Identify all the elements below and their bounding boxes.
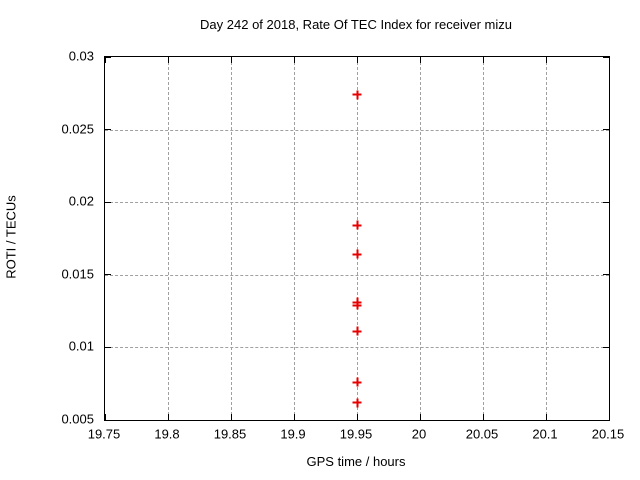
y-tick-label: 0.025: [61, 121, 94, 137]
x-tick-bottom: [545, 414, 547, 420]
x-gridline: [294, 57, 295, 420]
chart-title: Day 242 of 2018, Rate Of TEC Index for r…: [200, 17, 512, 32]
x-tick-bottom: [104, 414, 106, 420]
x-tick-top: [419, 57, 421, 63]
y-tick-left: [105, 274, 111, 276]
x-tick-label: 19.75: [87, 426, 121, 442]
y-tick-right: [603, 419, 609, 421]
plot-area: [104, 56, 610, 421]
y-gridline: [105, 347, 609, 349]
y-gridline: [105, 129, 609, 131]
x-tick-top: [608, 57, 610, 63]
y-tick-label: 0.03: [68, 48, 94, 64]
marker-vbar: [356, 326, 358, 336]
y-gridline: [105, 202, 609, 204]
data-point-marker: [352, 377, 362, 387]
y-tick-right: [603, 346, 609, 348]
x-tick-top: [167, 57, 169, 63]
marker-vbar: [356, 249, 358, 259]
x-tick-label: 20: [411, 426, 427, 442]
x-gridline: [420, 57, 421, 420]
x-tick-label: 20.15: [591, 426, 625, 442]
y-tick-left: [105, 346, 111, 348]
y-tick-label: 0.02: [68, 193, 94, 209]
marker-vbar: [356, 398, 358, 408]
x-gridline: [546, 57, 547, 420]
x-tick-top: [545, 57, 547, 63]
data-point-marker: [352, 300, 362, 310]
y-axis-label: ROTI / TECUs: [3, 195, 19, 279]
x-tick-label: 19.9: [280, 426, 306, 442]
x-gridline: [168, 57, 169, 420]
x-tick-label: 19.95: [339, 426, 373, 442]
x-tick-top: [356, 57, 358, 63]
x-axis-label: GPS time / hours: [306, 454, 406, 469]
x-tick-top: [293, 57, 295, 63]
x-tick-bottom: [230, 414, 232, 420]
y-tick-label: 0.015: [61, 266, 94, 282]
x-tick-label: 19.85: [213, 426, 247, 442]
y-gridline: [105, 274, 609, 276]
x-tick-label: 20.05: [465, 426, 499, 442]
y-tick-left: [105, 129, 111, 131]
x-tick-top: [230, 57, 232, 63]
x-tick-bottom: [167, 414, 169, 420]
marker-vbar: [356, 300, 358, 310]
data-point-marker: [352, 90, 362, 100]
x-tick-label: 19.8: [154, 426, 180, 442]
x-gridline: [357, 57, 358, 420]
data-point-marker: [352, 398, 362, 408]
x-tick-bottom: [356, 414, 358, 420]
marker-vbar: [356, 90, 358, 100]
data-point-marker: [352, 220, 362, 230]
marker-vbar: [356, 377, 358, 387]
data-point-marker: [352, 249, 362, 259]
y-tick-label: 0.005: [61, 411, 94, 427]
y-tick-right: [603, 201, 609, 203]
x-gridline: [231, 57, 232, 420]
x-tick-top: [482, 57, 484, 63]
x-gridline: [483, 57, 484, 420]
x-tick-bottom: [293, 414, 295, 420]
y-tick-right: [603, 129, 609, 131]
marker-vbar: [356, 220, 358, 230]
x-tick-label: 20.1: [532, 426, 558, 442]
y-tick-left: [105, 201, 111, 203]
y-tick-left: [105, 419, 111, 421]
y-tick-label: 0.01: [68, 338, 94, 354]
x-tick-bottom: [608, 414, 610, 420]
y-tick-right: [603, 274, 609, 276]
x-tick-bottom: [419, 414, 421, 420]
x-tick-top: [104, 57, 106, 63]
x-tick-bottom: [482, 414, 484, 420]
data-point-marker: [352, 326, 362, 336]
y-tick-left: [105, 56, 111, 58]
y-tick-right: [603, 56, 609, 58]
